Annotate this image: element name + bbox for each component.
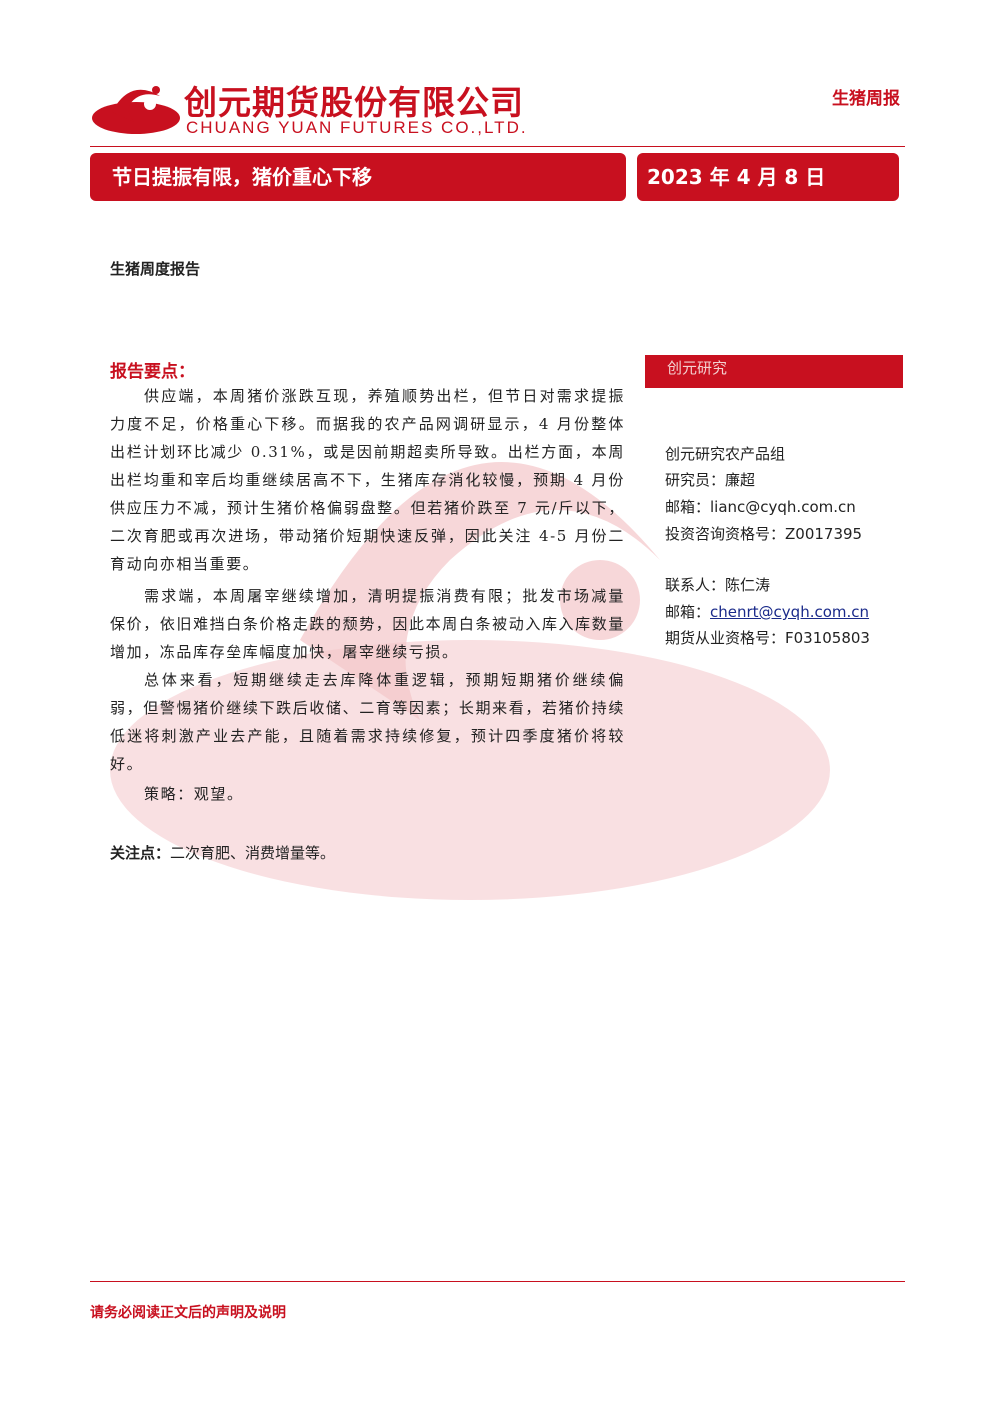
sidebar-line: 投资咨询资格号：Z0017395 (665, 525, 863, 543)
focus-label: 关注点： (110, 844, 171, 862)
footer-rule (90, 1281, 905, 1282)
sidebar-line: 邮箱：lianc@cyqh.com.cn (665, 498, 856, 516)
banner-date: 2023 年 4 月 8 日 (637, 153, 899, 201)
sidebar-line: 研究员：廉超 (665, 471, 756, 489)
sidebar-line: 邮箱：chenrt@cyqh.com.cn (665, 601, 869, 622)
email-label: 邮箱： (665, 603, 711, 621)
email-link[interactable]: chenrt@cyqh.com.cn (710, 603, 870, 621)
sidebar-line: 创元研究农产品组 (665, 445, 786, 463)
banner-title: 节日提振有限，猪价重心下移 (90, 153, 626, 201)
report-tag: 生猪周报 (832, 89, 900, 109)
paragraph: 需求端，本周屠宰继续增加，清明提振消费有限；批发市场减量保价，依旧难挡白条价格走… (110, 587, 625, 661)
report-type: 生猪周度报告 (110, 260, 201, 278)
sidebar-heading: 创元研究 (645, 355, 903, 388)
sidebar-line: 联系人：陈仁涛 (665, 576, 771, 594)
company-en: CHUANG YUAN FUTURES CO.,LTD. (186, 118, 528, 137)
focus-text: 二次育肥、消费增量等。 (170, 844, 336, 862)
logo (92, 86, 180, 134)
paragraph: 总体来看，短期继续走去库降体重逻辑，预期短期猪价继续偏弱，但警惕猪价继续下跌后收… (110, 671, 625, 773)
paragraph: 策略：观望。 (144, 785, 244, 803)
company-cn: 创元期货股份有限公司 (184, 83, 524, 122)
header-rule (90, 146, 905, 147)
sidebar-line: 期货从业资格号：F03105803 (665, 629, 870, 647)
footer-note: 请务必阅读正文后的声明及说明 (90, 1305, 286, 1321)
key-points-heading: 报告要点： (110, 362, 195, 382)
focus: 关注点：二次育肥、消费增量等。 (110, 842, 335, 863)
paragraph: 供应端，本周猪价涨跌互现，养殖顺势出栏，但节日对需求提振力度不足，价格重心下移。… (110, 387, 625, 573)
